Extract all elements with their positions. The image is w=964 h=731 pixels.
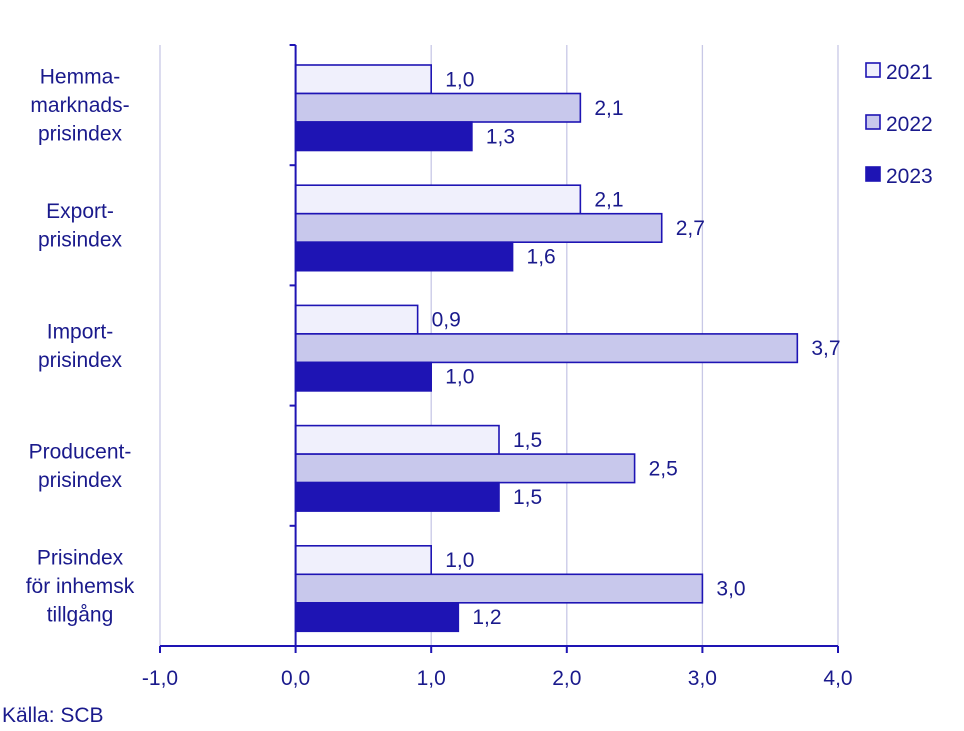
- category-label: prisindex: [38, 349, 123, 372]
- x-tick-label: 2,0: [552, 667, 581, 690]
- bar-2021: [294, 544, 433, 576]
- bar-2022: [294, 333, 799, 364]
- legend-label: 2023: [886, 165, 933, 188]
- legend-label: 2021: [886, 61, 933, 84]
- data-label: 2,1: [594, 97, 623, 120]
- data-label: 1,3: [486, 125, 515, 148]
- bar-2022: [294, 573, 704, 604]
- category-label: prisindex: [38, 229, 123, 252]
- bars: 1,0 2,1 1,3 2,1 2,7 1,6 0,9 3,7 1,0 1,5 2,5 1,5 1,0 3…: [294, 64, 841, 633]
- bar-2023: [294, 601, 460, 633]
- x-tick-label: 3,0: [688, 667, 717, 690]
- x-tick-label: 1,0: [417, 667, 446, 690]
- bar-2021: [294, 64, 433, 95]
- category-label: Prisindex: [37, 546, 124, 569]
- bar-2021: [294, 184, 582, 215]
- axes: [159, 44, 839, 653]
- legend: 2021 2022 2023: [865, 61, 933, 188]
- bar-2023: [294, 121, 473, 152]
- category-labels: Hemma-marknads-prisindex Export-prisindex…: [26, 66, 135, 627]
- bar-2021: [294, 304, 419, 335]
- data-label: 1,5: [513, 486, 542, 509]
- category-label: prisindex: [38, 123, 123, 146]
- data-label: 0,9: [432, 309, 461, 332]
- category-label: prisindex: [38, 469, 123, 492]
- data-label: 2,7: [676, 217, 705, 240]
- legend-label: 2022: [886, 113, 933, 136]
- data-label: 1,6: [527, 245, 556, 268]
- data-label: 1,0: [445, 366, 474, 389]
- bar-2023: [294, 241, 514, 272]
- data-label: 3,0: [716, 578, 745, 601]
- data-label: 1,5: [513, 429, 542, 452]
- legend-swatch-2021: [865, 62, 881, 78]
- data-label: 2,5: [649, 457, 678, 480]
- x-tick-label: 4,0: [823, 667, 852, 690]
- source-note: Källa: SCB: [2, 704, 104, 727]
- x-tick-label: 0,0: [281, 667, 310, 690]
- bar-2022: [294, 453, 636, 484]
- category-label: Import-: [47, 320, 114, 343]
- category-label: Export-: [46, 200, 114, 223]
- data-label: 2,1: [594, 188, 623, 211]
- category-label: för inhemsk: [26, 575, 135, 598]
- bar-chart: 1,0 2,1 1,3 2,1 2,7 1,6 0,9 3,7 1,0 1,5 2,5 1,5 1,0 3…: [26, 44, 933, 690]
- category-label: marknads-: [30, 94, 129, 117]
- bar-2021: [294, 424, 500, 455]
- legend-swatch-2023: [865, 166, 881, 182]
- bar-2022: [294, 92, 582, 123]
- data-label: 3,7: [811, 337, 840, 360]
- category-label: Producent-: [29, 440, 132, 463]
- bar-2023: [294, 361, 433, 392]
- data-label: 1,0: [445, 68, 474, 91]
- x-tick-labels: -1,0 0,0 1,0 2,0 3,0 4,0: [142, 667, 853, 690]
- category-label: Hemma-: [40, 66, 121, 89]
- data-label: 1,0: [445, 549, 474, 572]
- data-label: 1,2: [472, 606, 501, 629]
- category-label: tillgång: [47, 603, 114, 626]
- legend-swatch-2022: [865, 114, 881, 130]
- bar-2023: [294, 481, 500, 512]
- bar-2022: [294, 212, 663, 243]
- x-tick-label: -1,0: [142, 667, 178, 690]
